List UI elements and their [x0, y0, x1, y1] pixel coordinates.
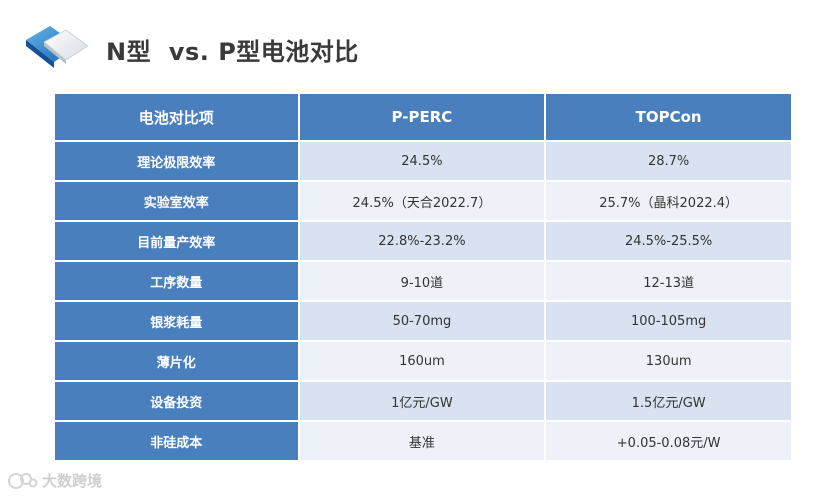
watermark: 大数跨境 — [8, 470, 102, 491]
cell-p-perc: 22.8%-23.2% — [299, 222, 545, 260]
column-header-item: 电池对比项 — [55, 94, 298, 140]
table-row: 非硅成本 基准 +0.05-0.08元/W — [55, 422, 791, 460]
table-row: 实验室效率 24.5%（天合2022.7） 25.7%（晶科2022.4） — [55, 182, 791, 220]
row-label: 薄片化 — [55, 342, 298, 380]
cell-topcon: +0.05-0.08元/W — [546, 422, 791, 460]
row-label: 银浆耗量 — [55, 302, 298, 340]
table-row: 理论极限效率 24.5% 28.7% — [55, 142, 791, 180]
cell-p-perc: 9-10道 — [299, 262, 545, 300]
cell-topcon: 12-13道 — [546, 262, 791, 300]
cell-p-perc: 1亿元/GW — [299, 382, 545, 420]
table-row: 工序数量 9-10道 12-13道 — [55, 262, 791, 300]
cell-topcon: 100-105mg — [546, 302, 791, 340]
cell-topcon: 130um — [546, 342, 791, 380]
cell-p-perc: 50-70mg — [299, 302, 545, 340]
table-row: 目前量产效率 22.8%-23.2% 24.5%-25.5% — [55, 222, 791, 260]
row-label: 非硅成本 — [55, 422, 298, 460]
table-header-row: 电池对比项 P-PERC TOPCon — [55, 94, 791, 140]
cell-topcon: 24.5%-25.5% — [546, 222, 791, 260]
cell-topcon: 1.5亿元/GW — [546, 382, 791, 420]
table-row: 薄片化 160um 130um — [55, 342, 791, 380]
comparison-table: 电池对比项 P-PERC TOPCon 理论极限效率 24.5% 28.7% 实… — [53, 92, 793, 462]
cell-p-perc: 160um — [299, 342, 545, 380]
logo-mark-icon — [8, 472, 38, 489]
cell-p-perc: 24.5%（天合2022.7） — [299, 182, 545, 220]
row-label: 设备投资 — [55, 382, 298, 420]
cell-p-perc: 24.5% — [299, 142, 545, 180]
watermark-text: 大数跨境 — [42, 472, 103, 490]
page-title: N型 vs. P型电池对比 — [106, 38, 359, 66]
presentation-logo-icon — [26, 26, 89, 68]
row-label: 目前量产效率 — [55, 222, 298, 260]
table-row: 银浆耗量 50-70mg 100-105mg — [55, 302, 791, 340]
cell-topcon: 28.7% — [546, 142, 791, 180]
row-label: 实验室效率 — [55, 182, 298, 220]
cell-p-perc: 基准 — [299, 422, 545, 460]
row-label: 工序数量 — [55, 262, 298, 300]
column-header-p-perc: P-PERC — [299, 94, 545, 140]
column-header-topcon: TOPCon — [546, 94, 791, 140]
table-row: 设备投资 1亿元/GW 1.5亿元/GW — [55, 382, 791, 420]
row-label: 理论极限效率 — [55, 142, 298, 180]
cell-topcon: 25.7%（晶科2022.4） — [546, 182, 791, 220]
